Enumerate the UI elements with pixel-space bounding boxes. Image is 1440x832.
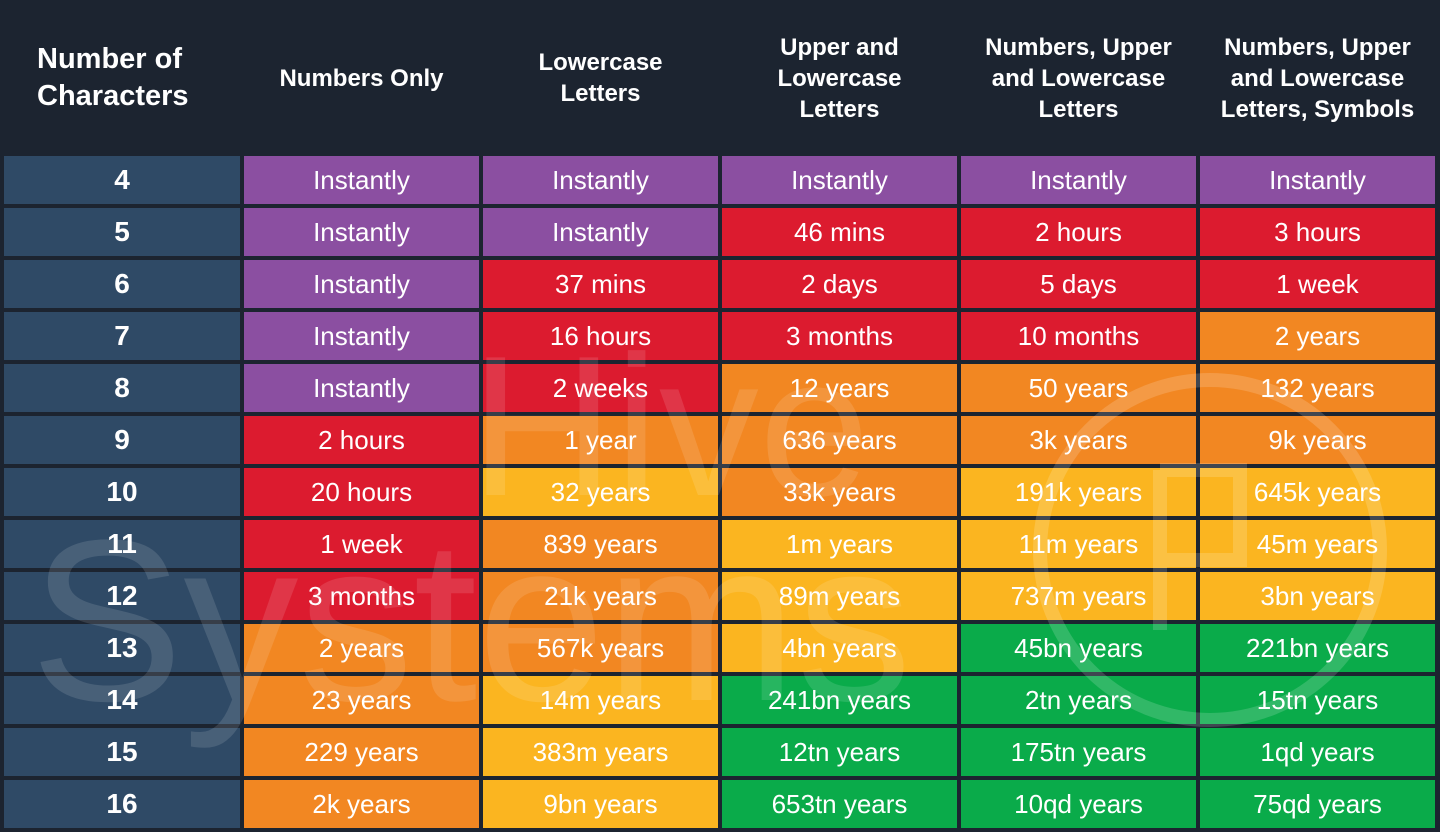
crack-time-cell: 2k years [244, 780, 479, 828]
row-character-count: 15 [4, 728, 240, 776]
crack-time-cell: 50 years [961, 364, 1196, 412]
crack-time-cell: 45bn years [961, 624, 1196, 672]
crack-time-cell: 89m years [722, 572, 957, 620]
crack-time-cell: 2 hours [244, 416, 479, 464]
crack-time-cell: 2 weeks [483, 364, 718, 412]
crack-time-cell: 191k years [961, 468, 1196, 516]
password-crack-time-table: Number of Characters Numbers Only Lowercas… [4, 0, 1436, 832]
crack-time-cell: 567k years [483, 624, 718, 672]
crack-time-cell: 2 days [722, 260, 957, 308]
crack-time-cell: 1qd years [1200, 728, 1435, 776]
crack-time-cell: 737m years [961, 572, 1196, 620]
row-character-count: 11 [4, 520, 240, 568]
crack-time-cell: 3bn years [1200, 572, 1435, 620]
crack-time-cell: 645k years [1200, 468, 1435, 516]
crack-time-cell: 2 years [244, 624, 479, 672]
row-character-count: 16 [4, 780, 240, 828]
crack-time-cell: 2 hours [961, 208, 1196, 256]
crack-time-cell: 12 years [722, 364, 957, 412]
crack-time-cell: 37 mins [483, 260, 718, 308]
crack-time-cell: 175tn years [961, 728, 1196, 776]
crack-time-cell: 3k years [961, 416, 1196, 464]
crack-time-cell: 16 hours [483, 312, 718, 360]
crack-time-cell: 46 mins [722, 208, 957, 256]
crack-time-cell: 23 years [244, 676, 479, 724]
crack-time-cell: 45m years [1200, 520, 1435, 568]
crack-time-cell: 14m years [483, 676, 718, 724]
crack-time-cell: 4bn years [722, 624, 957, 672]
header-column-4: Numbers, Upper and Lowercase Letters [985, 33, 1172, 123]
crack-time-cell: 75qd years [1200, 780, 1435, 828]
crack-time-cell: Instantly [244, 156, 479, 204]
row-character-count: 14 [4, 676, 240, 724]
crack-time-cell: 1 week [1200, 260, 1435, 308]
crack-time-cell: Instantly [244, 312, 479, 360]
crack-time-cell: 5 days [961, 260, 1196, 308]
row-character-count: 12 [4, 572, 240, 620]
header-column-1: Numbers Only [279, 64, 444, 92]
row-character-count: 8 [4, 364, 240, 412]
crack-time-cell: 839 years [483, 520, 718, 568]
crack-time-cell: 9k years [1200, 416, 1435, 464]
crack-time-cell: 241bn years [722, 676, 957, 724]
crack-time-cell: 132 years [1200, 364, 1435, 412]
crack-time-cell: 3 months [244, 572, 479, 620]
crack-time-cell: 33k years [722, 468, 957, 516]
crack-time-cell: 12tn years [722, 728, 957, 776]
crack-time-cell: 383m years [483, 728, 718, 776]
crack-time-cell: 9bn years [483, 780, 718, 828]
header-column-2: Lowercase Letters [538, 49, 663, 107]
crack-time-cell: Instantly [1200, 156, 1435, 204]
crack-time-cell: 10 months [961, 312, 1196, 360]
header-column-5: Numbers, Upper and Lowercase Letters, Sy… [1220, 33, 1415, 123]
crack-time-cell: 3 hours [1200, 208, 1435, 256]
row-character-count: 4 [4, 156, 240, 204]
crack-time-cell: 15tn years [1200, 676, 1435, 724]
crack-time-cell: 11m years [961, 520, 1196, 568]
header-number-of-characters: Number of Characters [37, 43, 189, 112]
row-character-count: 13 [4, 624, 240, 672]
crack-time-cell: 229 years [244, 728, 479, 776]
crack-time-cell: Instantly [961, 156, 1196, 204]
crack-time-cell: Instantly [244, 208, 479, 256]
crack-time-cell: Instantly [722, 156, 957, 204]
crack-time-cell: 2 years [1200, 312, 1435, 360]
crack-time-cell: 653tn years [722, 780, 957, 828]
crack-time-cell: Instantly [244, 260, 479, 308]
crack-time-cell: 20 hours [244, 468, 479, 516]
crack-time-cell: 1m years [722, 520, 957, 568]
crack-time-cell: Instantly [483, 156, 718, 204]
crack-time-cell: 1 year [483, 416, 718, 464]
crack-time-cell: 1 week [244, 520, 479, 568]
header-column-3: Upper and Lowercase Letters [777, 33, 902, 123]
crack-time-cell: 10qd years [961, 780, 1196, 828]
crack-time-cell: 21k years [483, 572, 718, 620]
row-character-count: 5 [4, 208, 240, 256]
crack-time-cell: Instantly [244, 364, 479, 412]
crack-time-cell: 636 years [722, 416, 957, 464]
crack-time-cell: 3 months [722, 312, 957, 360]
row-character-count: 10 [4, 468, 240, 516]
crack-time-cell: 221bn years [1200, 624, 1435, 672]
crack-time-cell: 32 years [483, 468, 718, 516]
row-character-count: 9 [4, 416, 240, 464]
crack-time-cell: Instantly [483, 208, 718, 256]
row-character-count: 6 [4, 260, 240, 308]
crack-time-cell: 2tn years [961, 676, 1196, 724]
row-character-count: 7 [4, 312, 240, 360]
